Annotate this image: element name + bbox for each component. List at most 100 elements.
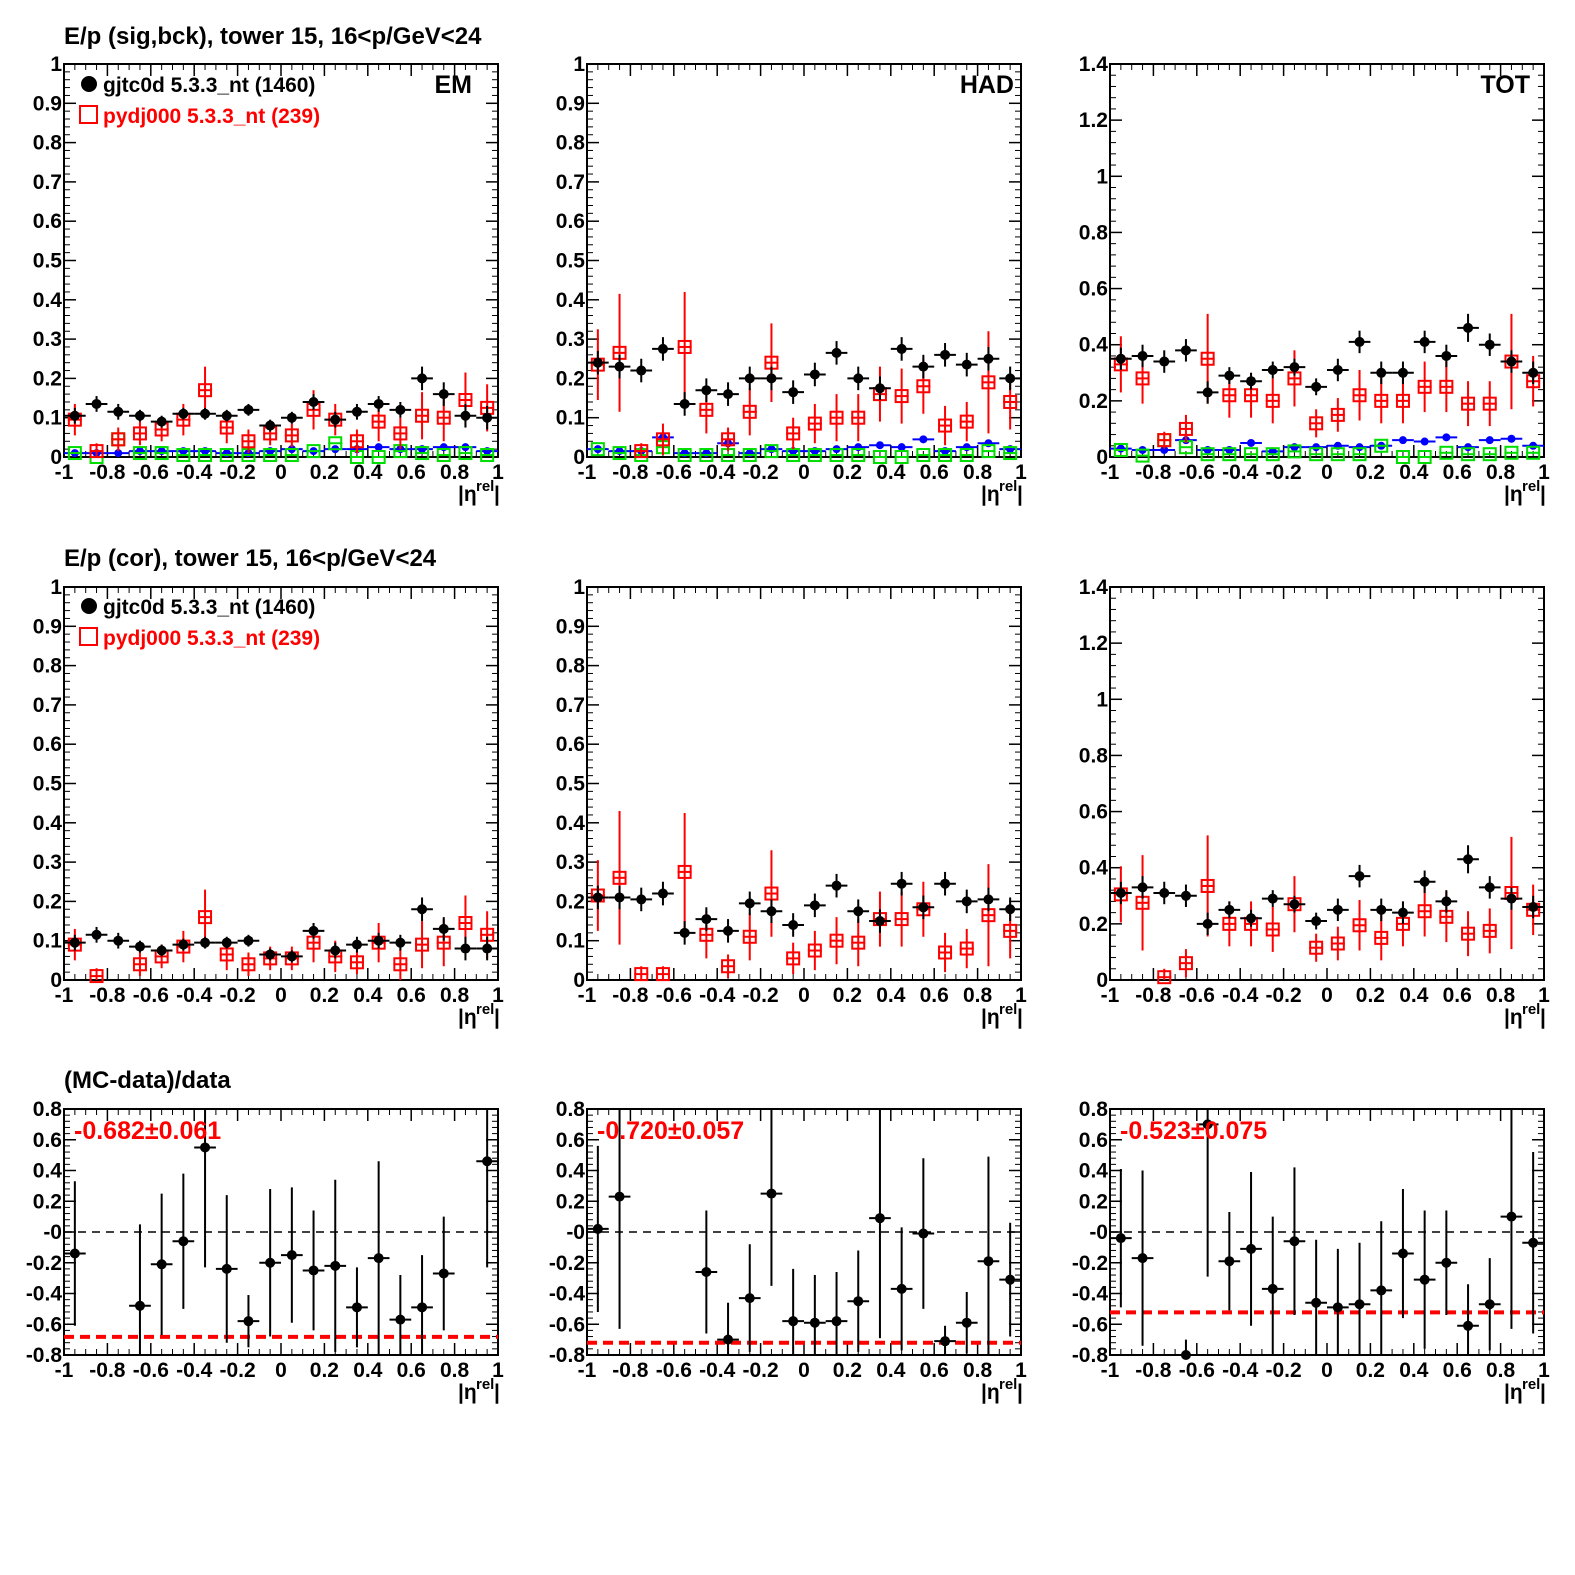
mc-bck-point	[807, 448, 822, 463]
label-had: HAD	[960, 71, 1014, 99]
data-bck-point	[1160, 445, 1169, 454]
data-bck-point	[1529, 441, 1538, 450]
y-tick-label: 0.5	[556, 773, 586, 796]
x-tick-label: 0.8	[440, 461, 470, 484]
data-bck-point	[1507, 434, 1516, 443]
y-tick-label: 0.6	[556, 1129, 585, 1152]
mc-point	[721, 959, 736, 974]
data-point	[788, 919, 799, 930]
data-bck-point	[114, 449, 123, 458]
data-point	[200, 937, 211, 948]
mc-bck-point	[1003, 446, 1018, 461]
mc-bck-point	[1287, 444, 1302, 459]
x-axis-label-sup: rel	[476, 478, 494, 495]
mc-point	[1222, 388, 1237, 403]
panel-mid-tot: -1 -0.8 -0.6 -0.4 -0.2 0 0.2 0.4 0.6 0.8 1|η rel |00…	[1079, 576, 1550, 1029]
mc-point	[1265, 393, 1280, 408]
mc-bck-point	[764, 444, 779, 459]
x-axis-label-end: |	[1017, 1006, 1023, 1029]
y-tick-label: 0	[1096, 969, 1108, 992]
x-tick-label: 1	[1015, 984, 1027, 1007]
data-point	[395, 404, 406, 415]
mc-point	[938, 418, 953, 433]
data-point	[940, 1336, 951, 1347]
x-tick-label: -0.8	[612, 461, 649, 484]
mc-bck-point	[1265, 447, 1280, 462]
x-tick-label: 0.8	[1486, 984, 1516, 1007]
mc-point	[132, 426, 147, 441]
data-point	[373, 935, 384, 946]
x-tick-label: 0.4	[353, 984, 383, 1007]
mc-bck-point	[1113, 442, 1128, 457]
y-tick-label: 0.5	[33, 250, 63, 273]
data-point	[1484, 339, 1495, 350]
data-point	[679, 927, 690, 938]
mc-point	[938, 945, 953, 960]
data-point	[1137, 1253, 1148, 1264]
mc-bck-point	[458, 446, 473, 461]
x-tick-label: 0.8	[963, 1359, 993, 1382]
mc-point	[1157, 433, 1172, 448]
data-point	[178, 939, 189, 950]
mc-point	[1157, 970, 1172, 985]
x-axis-label-sup: rel	[1522, 478, 1540, 495]
mc-bck-point	[306, 444, 321, 459]
panel-bot-em: -1 -0.8 -0.6 -0.4 -0.2 0 0.2 0.4 0.6 0.8 1|η rel |-0…	[26, 1098, 504, 1404]
mc-bck-point	[154, 446, 169, 461]
legend-mc-label: pydj000 5.3.3_nt (239)	[103, 105, 320, 128]
mc-bck-point	[1439, 445, 1454, 460]
panel-mid-em: -1 -0.8 -0.6 -0.4 -0.2 0 0.2 0.4 0.6 0.8 1|η rel |00…	[33, 576, 504, 1029]
y-tick-label: 0	[573, 969, 585, 992]
x-tick-label: 0.2	[1356, 461, 1385, 484]
data-point	[636, 365, 647, 376]
x-tick-label: -1	[1101, 461, 1120, 484]
y-tick-label: 0.4	[556, 1160, 586, 1183]
mc-bck-point	[1374, 438, 1389, 453]
x-tick-label: -0.4	[176, 1359, 213, 1382]
x-tick-label: -0.6	[656, 984, 692, 1007]
data-point	[69, 410, 80, 421]
x-tick-label: 0.4	[1399, 1359, 1429, 1382]
data-point	[308, 396, 319, 407]
y-tick-label: 0.4	[1079, 1160, 1109, 1183]
x-axis-label-end: |	[494, 1006, 500, 1029]
data-point	[1354, 336, 1365, 347]
x-tick-label: 0.2	[310, 984, 339, 1007]
data-point	[1463, 854, 1474, 865]
mc-point	[655, 432, 670, 447]
mc-bck-point	[1461, 447, 1476, 462]
data-point	[1484, 1299, 1495, 1310]
panel-bot-em-content: -1 -0.8 -0.6 -0.4 -0.2 0 0.2 0.4 0.6 0.8 1|η rel |-0…	[26, 1098, 504, 1404]
x-axis-label: |η	[1504, 483, 1523, 506]
x-axis-label: |η	[981, 1381, 1000, 1404]
y-tick-label: 0.7	[33, 694, 62, 717]
data-point	[330, 945, 341, 956]
y-tick-label: 0.8	[33, 132, 63, 155]
data-point	[744, 898, 755, 909]
data-point	[1180, 345, 1191, 356]
y-tick-label: 0.8	[556, 1098, 586, 1121]
data-point	[482, 943, 493, 954]
mc-bck-point	[284, 448, 299, 463]
y-tick-label: -0.6	[26, 1313, 62, 1336]
y-tick-label: 0.6	[556, 210, 585, 233]
data-point	[395, 937, 406, 948]
x-tick-label: 0.2	[1356, 984, 1385, 1007]
data-point	[1376, 367, 1387, 378]
data-point	[983, 1256, 994, 1267]
data-point	[1289, 362, 1300, 373]
y-tick-label: 1.2	[1079, 109, 1108, 132]
data-point	[701, 914, 712, 925]
x-tick-label: -0.2	[220, 461, 256, 484]
x-axis-label-sup: rel	[999, 478, 1017, 495]
y-tick-label: 0.2	[33, 1190, 62, 1213]
mc-bck-point	[590, 442, 605, 457]
data-point	[156, 945, 167, 956]
mc-point	[415, 937, 430, 952]
data-point	[1159, 356, 1170, 367]
y-tick-label: 0.9	[556, 92, 585, 115]
y-tick-label: 0.1	[556, 407, 586, 430]
data-point	[1419, 336, 1430, 347]
data-point	[961, 896, 972, 907]
panel-top-had-content: -1 -0.8 -0.6 -0.4 -0.2 0 0.2 0.4 0.6 0.8 1|η rel |00…	[556, 53, 1027, 506]
